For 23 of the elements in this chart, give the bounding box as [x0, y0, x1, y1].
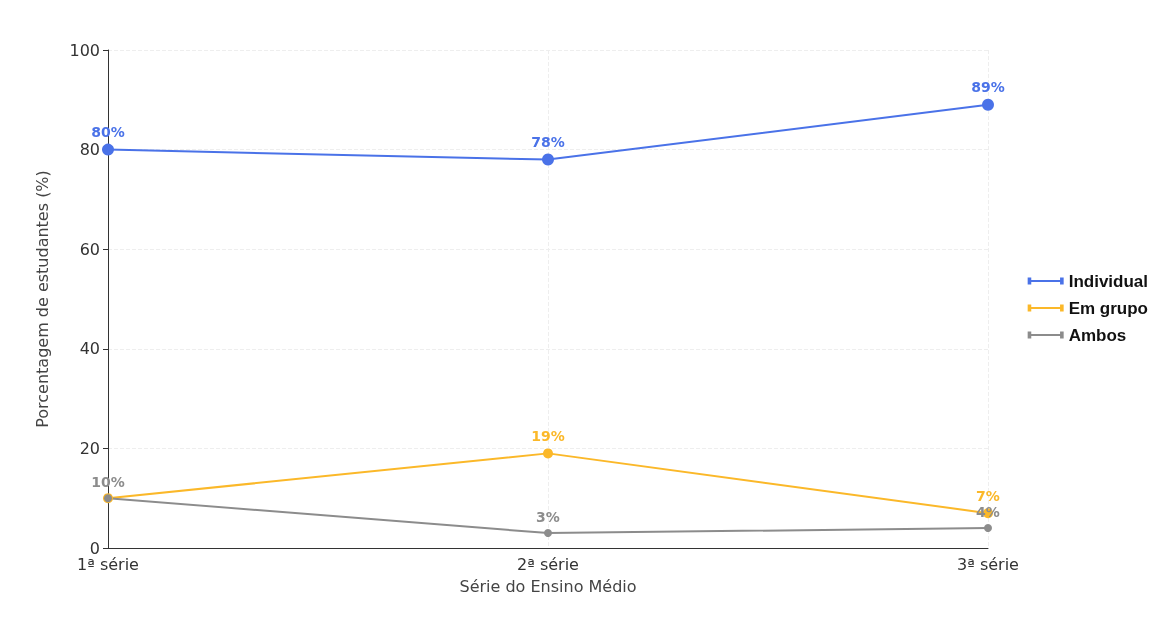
data-label: 19% — [531, 428, 565, 445]
data-label: 3% — [536, 509, 560, 526]
x-axis-title: Série do Ensino Médio — [459, 576, 637, 596]
point — [542, 153, 554, 166]
point — [544, 529, 552, 538]
legend-label: Individual — [1068, 271, 1148, 291]
legend-label: Ambos — [1068, 325, 1127, 345]
point — [102, 143, 114, 156]
x-tick-label: 3ª série — [957, 554, 1019, 574]
data-label: 78% — [531, 133, 565, 150]
y-tick-label: 80 — [79, 140, 100, 160]
point — [982, 98, 994, 111]
data-label: 7% — [976, 488, 1000, 505]
y-tick-label: 100 — [69, 40, 100, 60]
x-tick-label: 2ª série — [517, 554, 579, 574]
y-tick-label: 20 — [79, 438, 100, 458]
point — [984, 524, 992, 533]
y-tick-label: 40 — [79, 339, 100, 359]
y-tick-label: 60 — [79, 239, 100, 259]
y-axis-title: Porcentagem de estudantes (%) — [32, 170, 52, 428]
data-label: 89% — [971, 78, 1005, 95]
legend-label: Em grupo — [1068, 298, 1148, 318]
point — [543, 448, 553, 459]
